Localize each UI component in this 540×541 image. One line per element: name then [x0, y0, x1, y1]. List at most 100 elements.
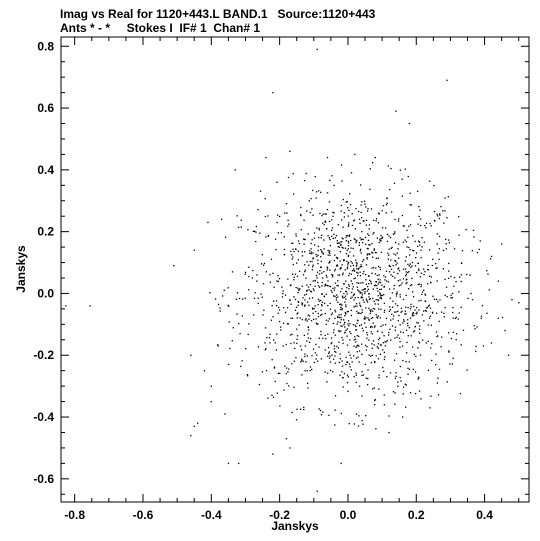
data-point: [383, 302, 385, 304]
data-point: [422, 339, 424, 341]
data-point: [257, 302, 259, 304]
data-point: [486, 312, 488, 314]
data-point: [371, 310, 374, 312]
data-point: [353, 269, 355, 271]
data-points: [65, 48, 520, 492]
data-point: [399, 340, 401, 343]
data-point: [327, 254, 329, 256]
data-point: [262, 264, 265, 266]
data-point: [366, 290, 369, 292]
data-point: [336, 294, 338, 296]
data-point: [311, 239, 313, 241]
data-point: [418, 283, 421, 285]
data-point: [334, 334, 336, 336]
data-point: [465, 228, 467, 231]
data-point: [410, 204, 412, 206]
data-point: [369, 279, 371, 282]
data-point: [323, 223, 325, 226]
data-point: [308, 315, 311, 317]
data-point: [434, 220, 436, 222]
data-point: [301, 304, 303, 306]
data-point: [343, 293, 345, 295]
data-point: [327, 333, 329, 335]
data-point: [391, 246, 393, 249]
data-point: [409, 308, 412, 310]
data-point: [444, 210, 446, 212]
data-point: [369, 298, 371, 300]
data-point: [292, 263, 294, 266]
data-point: [329, 261, 331, 264]
data-point: [380, 288, 383, 290]
data-point: [414, 326, 416, 328]
data-point: [349, 204, 352, 206]
data-point: [298, 242, 300, 245]
data-point: [365, 349, 368, 351]
data-point: [350, 357, 352, 359]
data-point: [307, 326, 310, 328]
data-point: [304, 264, 306, 266]
data-point: [436, 213, 438, 215]
y-tick-label: -0.6: [33, 472, 54, 486]
data-point: [378, 374, 380, 376]
data-point: [227, 304, 229, 307]
data-point: [381, 284, 383, 286]
data-point: [348, 351, 350, 353]
data-point: [375, 220, 377, 222]
data-point: [408, 288, 410, 290]
data-point: [339, 374, 341, 376]
data-point: [412, 346, 414, 348]
data-point: [368, 339, 370, 341]
data-point: [427, 283, 429, 285]
data-point: [386, 202, 388, 204]
data-point: [368, 319, 370, 321]
data-point: [342, 339, 344, 341]
data-point: [346, 381, 349, 384]
data-point: [295, 235, 297, 237]
data-point: [416, 311, 418, 313]
data-point: [370, 208, 373, 210]
data-point: [377, 299, 380, 301]
data-point: [488, 289, 490, 291]
data-point: [318, 229, 320, 231]
data-point: [346, 293, 348, 295]
data-point: [306, 320, 308, 322]
data-point: [340, 462, 342, 465]
data-point: [384, 345, 387, 347]
data-point: [312, 214, 314, 216]
data-point: [370, 361, 372, 364]
data-point: [375, 281, 378, 283]
data-point: [401, 282, 403, 284]
data-point: [217, 344, 219, 346]
data-point: [277, 280, 279, 283]
data-point: [293, 386, 295, 388]
data-point: [291, 317, 294, 319]
data-point: [347, 264, 349, 266]
data-point: [351, 213, 353, 215]
data-point: [321, 251, 323, 253]
data-point: [235, 298, 237, 300]
data-point: [369, 253, 371, 255]
data-point: [418, 390, 421, 392]
data-point: [404, 239, 406, 241]
data-point: [407, 236, 409, 239]
data-point: [461, 250, 464, 252]
data-point: [314, 279, 316, 282]
data-point: [253, 297, 256, 299]
data-point: [394, 403, 396, 405]
data-point: [419, 209, 421, 211]
data-point: [362, 260, 364, 263]
data-point: [320, 266, 322, 269]
data-point: [417, 268, 420, 270]
data-point: [310, 291, 313, 293]
data-point: [316, 48, 318, 51]
data-point: [374, 360, 376, 363]
data-point: [356, 271, 358, 274]
data-point: [273, 367, 276, 369]
data-point: [381, 227, 384, 229]
data-point: [173, 265, 175, 267]
data-point: [336, 265, 339, 267]
data-point: [89, 305, 91, 307]
data-point: [405, 384, 407, 386]
data-point: [267, 235, 270, 237]
data-point: [310, 337, 312, 340]
